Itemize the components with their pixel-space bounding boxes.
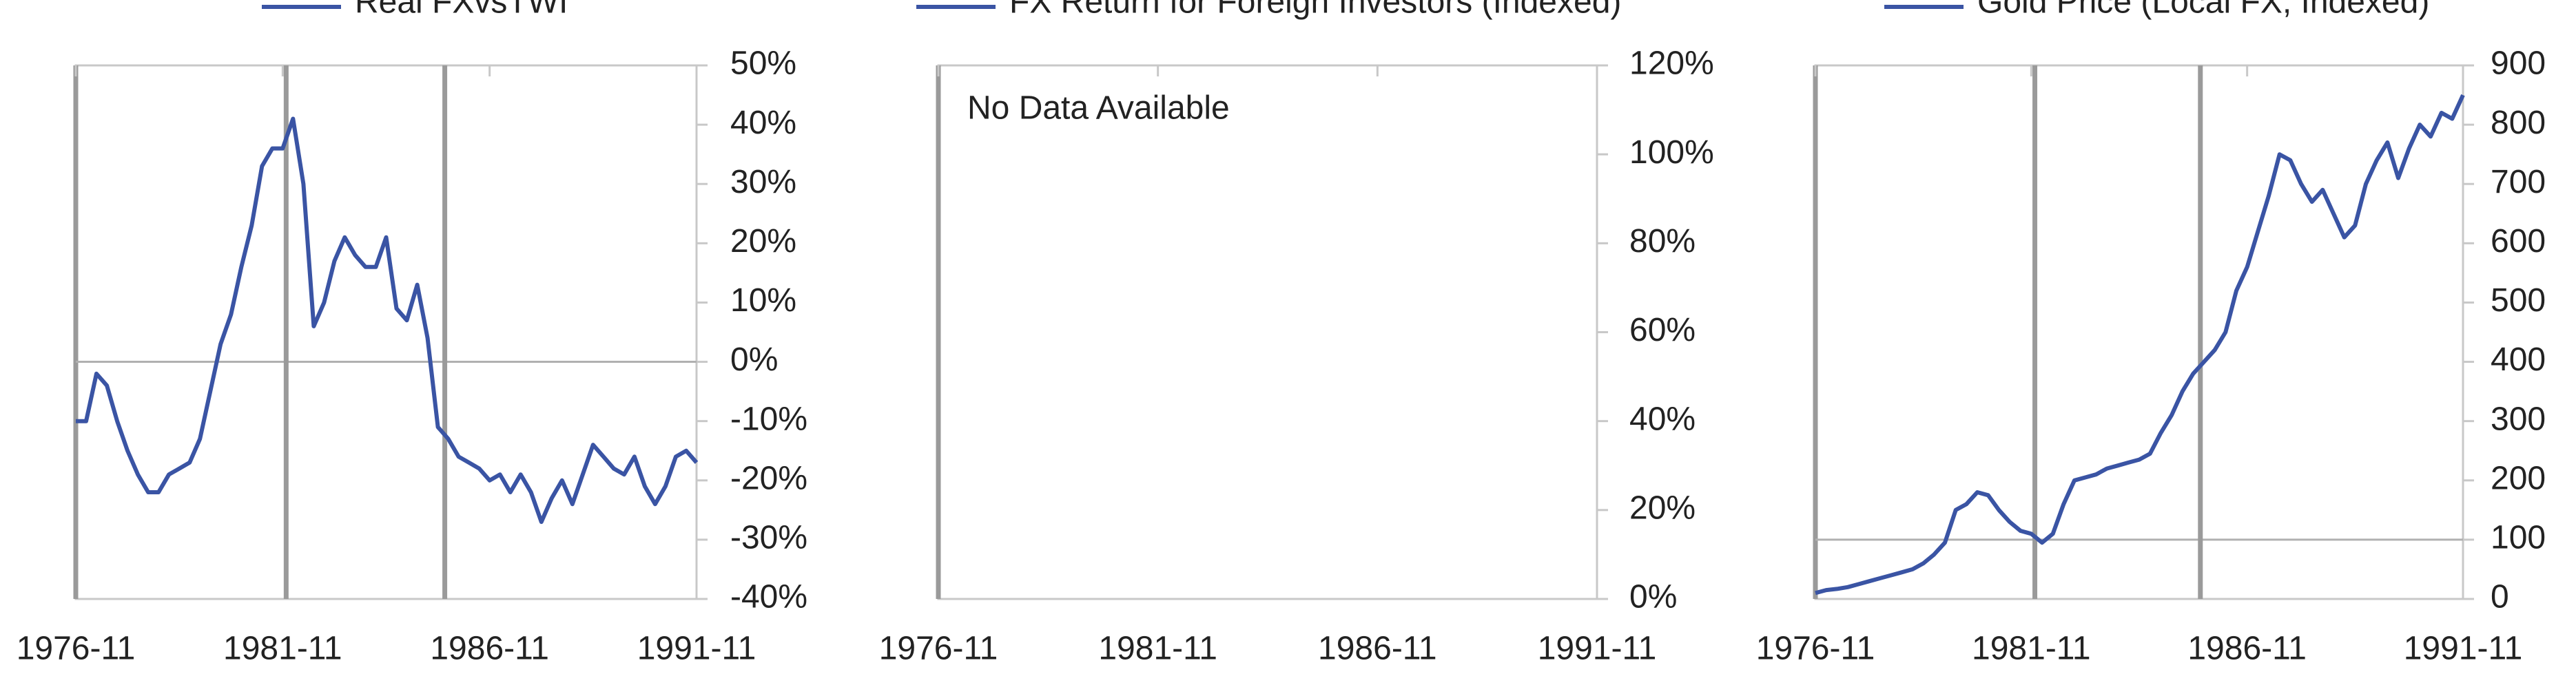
y-tick-label: 600	[2491, 223, 2546, 260]
plot-frame	[937, 64, 1598, 600]
y-tick-label: 300	[2491, 401, 2546, 437]
y-tick-label: 0%	[730, 341, 778, 378]
y-tick-label: 700	[2491, 164, 2546, 200]
y-tick-label: 60%	[1629, 312, 1696, 348]
series-line	[1815, 94, 2465, 596]
x-tick-label: 1986-11	[2187, 631, 2307, 667]
y-tick-label: 100	[2491, 520, 2546, 556]
y-tick-label: 200	[2491, 460, 2546, 496]
y-tick-label: 400	[2491, 341, 2546, 378]
y-tick-label: 50%	[730, 45, 796, 82]
y-tick-label: 500	[2491, 282, 2546, 319]
y-tick-label: -30%	[730, 520, 807, 556]
legend-label: Gold Price (Local FX, Indexed)	[1977, 0, 2429, 21]
x-tick-label: 1976-11	[1756, 631, 1875, 667]
no-data-note: No Data Available	[967, 90, 1230, 127]
legend-label: Real FXvsTWI	[355, 0, 568, 21]
x-tick-label: 1976-11	[879, 631, 998, 667]
y-tick-label: 100%	[1629, 134, 1714, 171]
y-tick-label: 40%	[1629, 401, 1696, 437]
x-tick-label: 1976-11	[17, 631, 136, 667]
y-tick-label: 0	[2491, 579, 2509, 615]
plot-frame	[1814, 64, 2464, 600]
plot-frame	[74, 64, 698, 600]
y-tick-label: 0%	[1629, 579, 1677, 615]
y-tick-label: 20%	[1629, 490, 1696, 527]
y-tick-label: 20%	[730, 223, 796, 260]
legend-label: FX Return for Foreign Investors (Indexed…	[1009, 0, 1621, 21]
y-tick-label: 40%	[730, 105, 796, 141]
x-tick-label: 1991-11	[637, 631, 756, 667]
x-tick-label: 1986-11	[430, 631, 549, 667]
x-tick-label: 1991-11	[2404, 631, 2523, 667]
x-tick-label: 1981-11	[1972, 631, 2091, 667]
y-tick-label: 120%	[1629, 45, 1714, 82]
x-tick-label: 1991-11	[1538, 631, 1657, 667]
y-tick-label: -10%	[730, 401, 807, 437]
y-tick-label: 80%	[1629, 223, 1696, 260]
x-tick-label: 1986-11	[1318, 631, 1437, 667]
y-tick-label: -40%	[730, 579, 807, 615]
series-line	[76, 116, 699, 525]
y-tick-label: 900	[2491, 45, 2546, 82]
y-tick-label: -20%	[730, 460, 807, 496]
y-tick-label: 800	[2491, 105, 2546, 141]
x-tick-label: 1981-11	[223, 631, 342, 667]
y-tick-label: 30%	[730, 164, 796, 200]
x-tick-label: 1981-11	[1098, 631, 1217, 667]
y-tick-label: 10%	[730, 282, 796, 319]
